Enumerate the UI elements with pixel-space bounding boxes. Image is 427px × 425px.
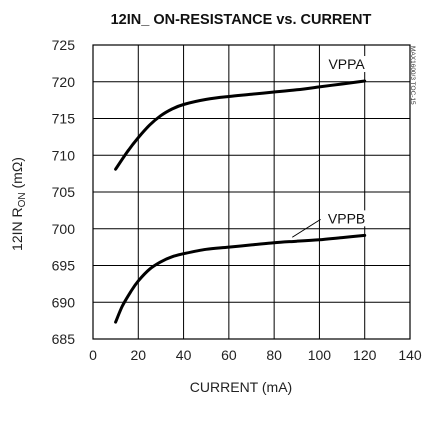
side-note: MAX1600/3 TOC-15 — [409, 46, 416, 105]
x-tick-label: 20 — [130, 347, 146, 363]
y-axis-label-sub: ON — [17, 192, 28, 207]
series-label-bg — [320, 56, 373, 73]
chart-title: 12IN_ ON-RESISTANCE vs. CURRENT — [111, 12, 372, 28]
y-tick-label: 685 — [52, 331, 76, 347]
y-axis-label-unit: (mΩ) — [9, 157, 25, 192]
y-tick-label: 715 — [52, 111, 76, 127]
series-label-bg — [320, 210, 373, 227]
y-axis-label: 12IN RON (mΩ) — [9, 157, 28, 251]
y-tick-labels: 685 690 695 700 705 710 715 720 725 — [52, 37, 76, 347]
y-tick-label: 710 — [52, 147, 76, 163]
y-tick-label: 725 — [52, 37, 76, 53]
series-line-vppa — [114, 79, 367, 171]
y-tick-label: 695 — [52, 258, 76, 274]
plot-frame — [92, 44, 411, 340]
x-tick-label: 140 — [398, 347, 422, 363]
x-tick-label: 120 — [353, 347, 377, 363]
series-leader-line — [291, 218, 321, 238]
x-tick-label: 60 — [221, 347, 237, 363]
x-tick-label: 100 — [308, 347, 332, 363]
x-tick-labels: 0 20 40 60 80 100 120 140 — [89, 347, 422, 363]
y-axis-label-main: 12IN R — [9, 207, 25, 251]
x-tick-label: 0 — [89, 347, 97, 363]
x-tick-label: 80 — [266, 347, 282, 363]
x-tick-label: 40 — [176, 347, 192, 363]
series-layer: VPPA VPPB — [114, 56, 373, 324]
grid-lines — [93, 45, 410, 339]
x-axis-label: CURRENT (mA) — [190, 379, 292, 395]
series-label-vppb: VPPB — [328, 210, 365, 226]
series-line-vppb — [114, 233, 367, 324]
y-tick-label: 690 — [52, 294, 76, 310]
y-tick-label: 705 — [52, 184, 76, 200]
y-tick-label: 700 — [52, 221, 76, 237]
series-label-vppa: VPPA — [328, 56, 365, 72]
y-tick-label: 720 — [52, 74, 76, 90]
